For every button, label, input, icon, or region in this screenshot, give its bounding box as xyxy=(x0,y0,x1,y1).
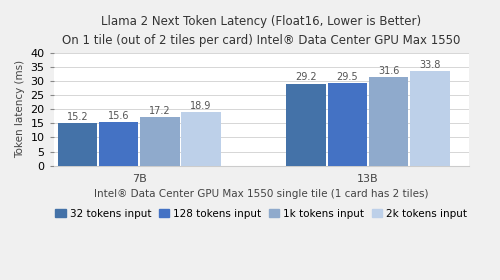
Bar xyxy=(286,83,326,165)
Text: 31.6: 31.6 xyxy=(378,66,400,76)
Y-axis label: Token latency (ms): Token latency (ms) xyxy=(15,60,25,158)
Text: 29.5: 29.5 xyxy=(336,72,358,81)
Bar xyxy=(328,83,367,165)
Text: 29.2: 29.2 xyxy=(296,73,317,82)
Bar xyxy=(140,117,179,165)
Text: 17.2: 17.2 xyxy=(149,106,171,116)
Text: 15.2: 15.2 xyxy=(66,112,88,122)
Bar xyxy=(181,113,221,165)
Text: 33.8: 33.8 xyxy=(419,60,440,69)
Bar xyxy=(410,71,450,165)
Bar xyxy=(58,123,97,165)
Text: 15.6: 15.6 xyxy=(108,111,130,121)
X-axis label: Intel® Data Center GPU Max 1550 single tile (1 card has 2 tiles): Intel® Data Center GPU Max 1550 single t… xyxy=(94,190,428,199)
Bar xyxy=(368,77,408,165)
Title: Llama 2 Next Token Latency (Float16, Lower is Better)
On 1 tile (out of 2 tiles : Llama 2 Next Token Latency (Float16, Low… xyxy=(62,15,460,46)
Legend: 32 tokens input, 128 tokens input, 1k tokens input, 2k tokens input: 32 tokens input, 128 tokens input, 1k to… xyxy=(51,204,472,223)
Bar xyxy=(98,122,138,165)
Text: 18.9: 18.9 xyxy=(190,101,212,111)
